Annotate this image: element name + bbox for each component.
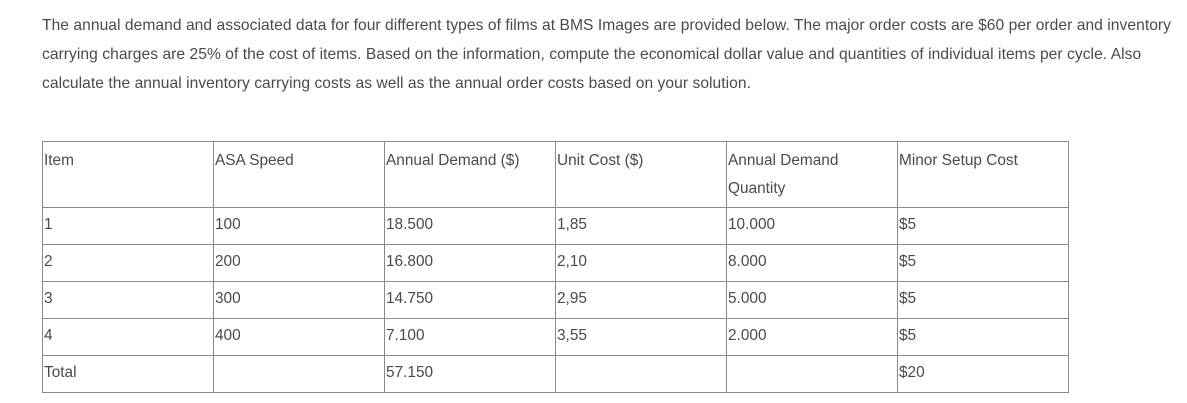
cell-item: 4 [42,318,214,356]
cell-item: 3 [42,281,214,319]
header-unit-cost: Unit Cost ($) [555,141,727,208]
cell-unit-cost: 2,95 [555,281,727,319]
cell-annual-demand-dollars: 14.750 [384,281,556,319]
cell-annual-demand-dollars: 18.500 [384,207,556,245]
cell-minor-setup-cost: $5 [897,244,1069,282]
table-row: 2 200 16.800 2,10 8.000 $5 [42,244,1069,282]
cell-annual-demand-dollars: 7.100 [384,318,556,356]
cell-annual-demand-quantity [726,355,898,393]
cell-minor-setup-cost: $5 [897,281,1069,319]
table-row: 4 400 7.100 3,55 2.000 $5 [42,318,1069,356]
cell-unit-cost [555,355,727,393]
cell-asa-speed [213,355,385,393]
cell-annual-demand-quantity: 2.000 [726,318,898,356]
cell-minor-setup-cost: $5 [897,318,1069,356]
table-row: 3 300 14.750 2,95 5.000 $5 [42,281,1069,319]
table-row: 1 100 18.500 1,85 10.000 $5 [42,207,1069,245]
table-total-row: Total 57.150 $20 [42,355,1069,393]
cell-annual-demand-quantity: 10.000 [726,207,898,245]
cell-unit-cost: 1,85 [555,207,727,245]
cell-unit-cost: 2,10 [555,244,727,282]
cell-annual-demand-quantity: 8.000 [726,244,898,282]
header-annual-demand-quantity: Annual Demand Quantity [726,141,898,208]
cell-asa-speed: 300 [213,281,385,319]
cell-minor-setup-cost: $5 [897,207,1069,245]
cell-annual-demand-dollars: 57.150 [384,355,556,393]
cell-annual-demand-quantity: 5.000 [726,281,898,319]
header-asa-speed: ASA Speed [213,141,385,208]
cell-asa-speed: 100 [213,207,385,245]
cell-asa-speed: 200 [213,244,385,282]
header-item: Item [42,141,214,208]
header-minor-setup-cost: Minor Setup Cost [897,141,1069,208]
table-header-row: Item ASA Speed Annual Demand ($) Unit Co… [42,141,1069,208]
film-demand-table: Item ASA Speed Annual Demand ($) Unit Co… [42,141,1069,393]
cell-item: 2 [42,244,214,282]
cell-item: Total [42,355,214,393]
cell-asa-speed: 400 [213,318,385,356]
header-annual-demand-dollars: Annual Demand ($) [384,141,556,208]
problem-statement: The annual demand and associated data fo… [42,17,1172,92]
cell-annual-demand-dollars: 16.800 [384,244,556,282]
cell-unit-cost: 3,55 [555,318,727,356]
cell-minor-setup-cost: $20 [897,355,1069,393]
cell-item: 1 [42,207,214,245]
